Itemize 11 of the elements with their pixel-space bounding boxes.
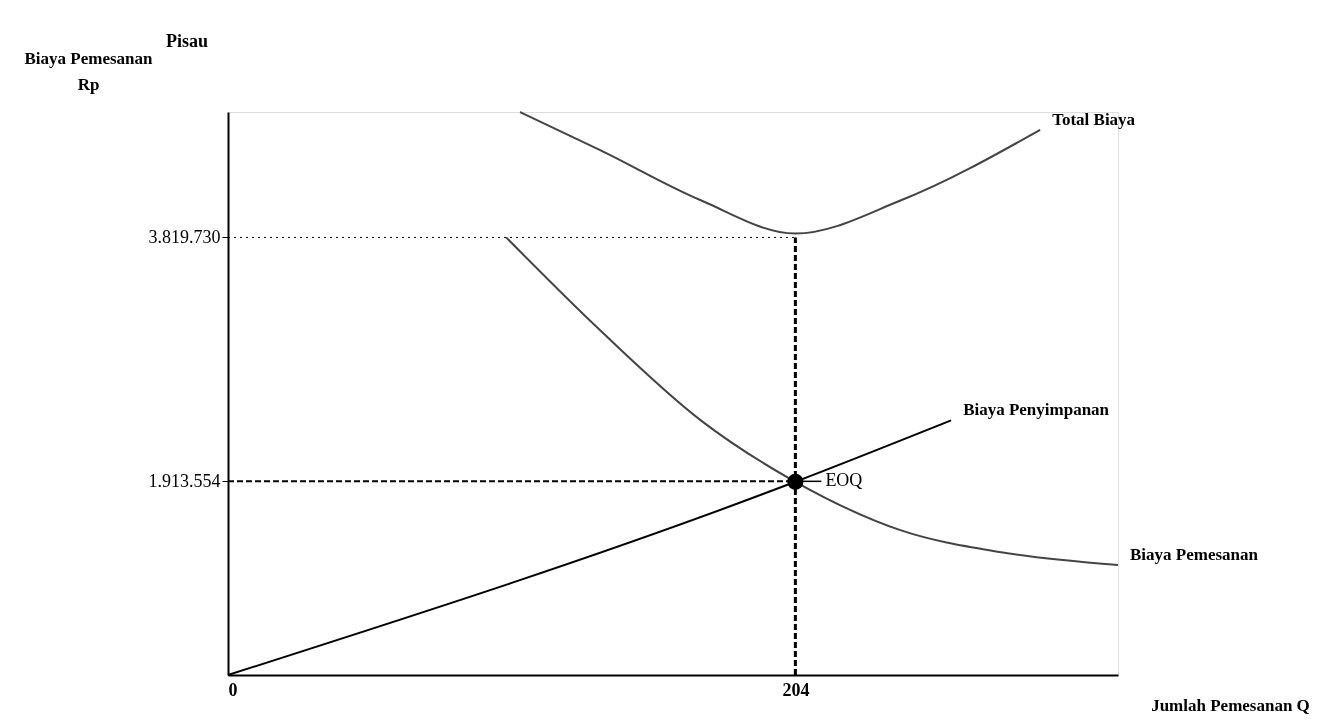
y-tick-label: 3.819.730 [148,226,221,247]
x-axis-title: Jumlah Pemesanan Q [1151,695,1310,715]
y-axis-title: Biaya Pemesanan Rp [24,48,154,94]
y-tick-label: 1.913.554 [148,470,221,491]
series-label: Biaya Pemesanan [1130,544,1259,564]
series-label: Biaya Penyimpanan [963,400,1110,420]
chart-title: Pisau [166,31,209,51]
annotation: EOQ [825,470,863,491]
series-label: Total Biaya [1052,109,1136,129]
x-tick-label: 0 [228,679,238,700]
x-tick-label: 204 [782,679,810,700]
